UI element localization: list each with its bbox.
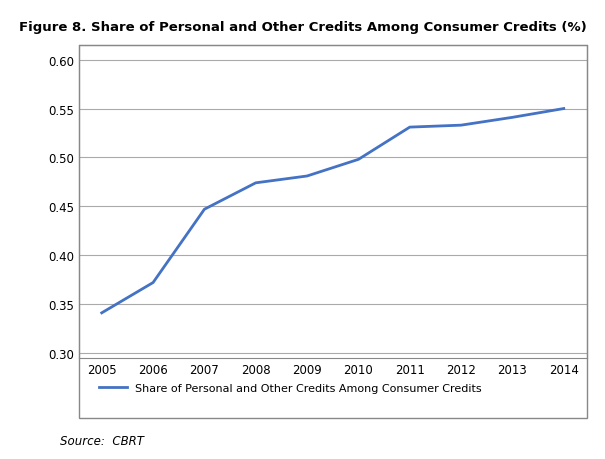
Share of Personal and Other Credits Among Consumer Credits [304,174,311,179]
Line: Share of Personal and Other Credits Among Consumer Credits: Share of Personal and Other Credits Amon… [102,109,564,313]
Share of Personal and Other Credits Among Consumer Credits [509,115,516,121]
Share of Personal and Other Credits Among Consumer Credits [560,106,567,112]
Share of Personal and Other Credits Among Consumer Credits [355,157,362,163]
Share of Personal and Other Credits Among Consumer Credits [406,125,413,130]
Share of Personal and Other Credits Among Consumer Credits [252,181,260,186]
Share of Personal and Other Credits Among Consumer Credits [457,123,465,129]
Share of Personal and Other Credits Among Consumer Credits [98,310,105,316]
Share of Personal and Other Credits Among Consumer Credits [201,207,208,213]
Legend: Share of Personal and Other Credits Among Consumer Credits: Share of Personal and Other Credits Amon… [94,378,486,397]
Text: Source:  CBRT: Source: CBRT [60,434,145,447]
Text: Figure 8. Share of Personal and Other Credits Among Consumer Credits (%): Figure 8. Share of Personal and Other Cr… [19,21,586,34]
Share of Personal and Other Credits Among Consumer Credits [149,280,157,285]
